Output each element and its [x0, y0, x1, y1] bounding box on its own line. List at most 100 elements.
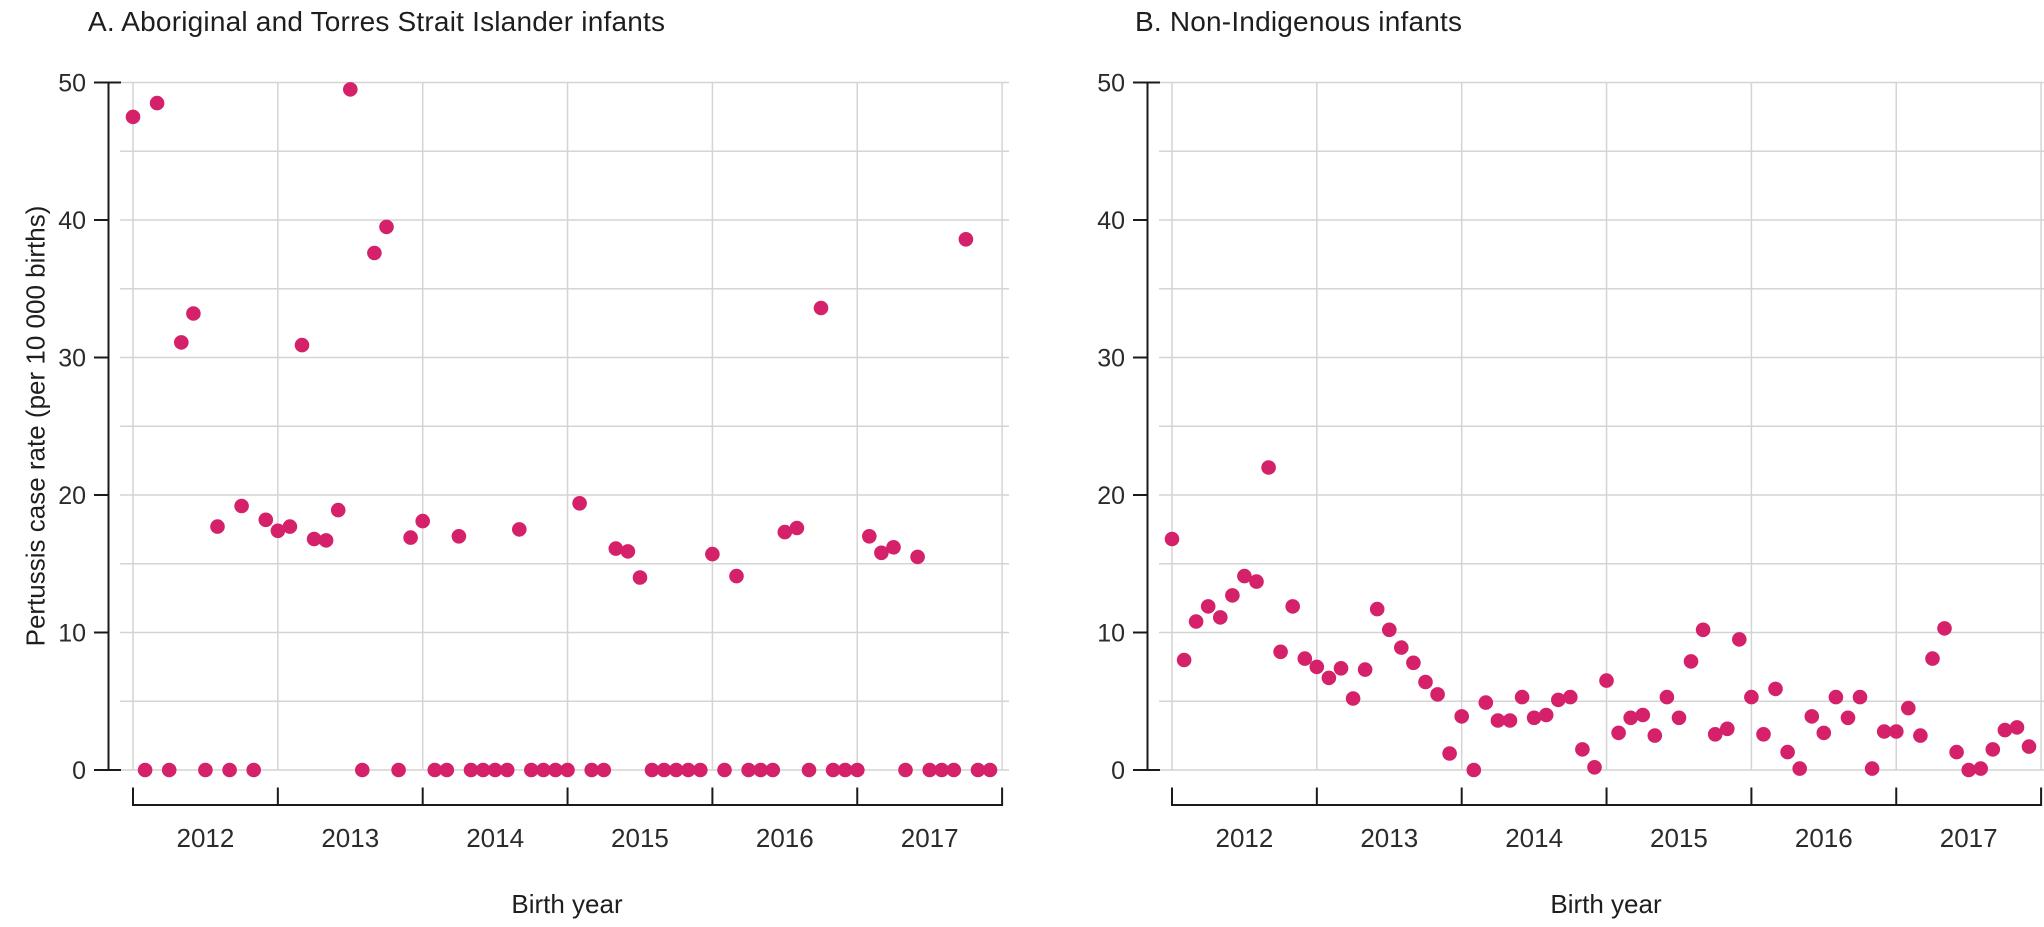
data-point — [898, 762, 913, 778]
data-point — [1333, 661, 1349, 676]
data-point — [1213, 610, 1228, 625]
data-point — [608, 541, 624, 556]
x-tick-label-2015: 2015 — [611, 823, 669, 853]
data-point — [355, 762, 370, 778]
data-point — [1611, 725, 1626, 741]
data-point — [1225, 588, 1240, 603]
data-point — [1490, 713, 1506, 728]
data-point — [1816, 725, 1832, 741]
data-point — [1756, 727, 1771, 742]
gridlines — [1159, 81, 2044, 771]
x-tick-label-2013: 2013 — [321, 823, 379, 853]
data-point — [174, 335, 189, 350]
data-point — [837, 762, 853, 778]
panel-b: 0 10 20 30 40 50 2012 2013 2014 2015 2016 2017 — [1097, 70, 2044, 853]
data-point — [524, 762, 539, 778]
data-point — [741, 762, 756, 778]
data-point — [1285, 599, 1300, 614]
y-tick-label: 10 — [1097, 620, 1125, 648]
data-point — [487, 762, 503, 778]
y-tick-label: 0 — [72, 757, 86, 785]
data-point — [198, 762, 213, 778]
data-point — [632, 570, 648, 585]
data-point — [234, 498, 249, 514]
data-point — [1889, 724, 1904, 739]
data-point — [451, 529, 467, 544]
data-point — [1369, 601, 1385, 617]
data-point — [813, 300, 829, 316]
data-point — [620, 544, 636, 559]
data-point — [1599, 673, 1614, 688]
y-axis — [1133, 81, 1160, 771]
data-point — [330, 502, 346, 518]
data-point — [934, 762, 949, 778]
y-tick-label: 30 — [58, 345, 86, 373]
x-tick-label-2016: 2016 — [756, 823, 814, 853]
data-point — [294, 337, 310, 353]
data-point — [874, 545, 889, 561]
data-point — [1913, 728, 1928, 743]
data-point — [1997, 722, 2013, 738]
data-point — [379, 219, 394, 235]
data-point — [161, 762, 177, 778]
panel-a-x-axis-title: Birth year — [511, 889, 623, 919]
data-point — [149, 95, 165, 111]
data-point — [1406, 655, 1421, 671]
x-tick-label-2013: 2013 — [1360, 823, 1418, 853]
data-point — [1985, 742, 2001, 757]
data-point — [1949, 744, 1964, 760]
data-point — [1780, 744, 1795, 760]
data-point — [825, 762, 841, 778]
gridlines — [120, 81, 1010, 771]
data-point — [1707, 727, 1723, 742]
data-point — [1394, 640, 1409, 655]
data-point — [222, 762, 237, 778]
data-point — [572, 496, 587, 511]
data-points — [1164, 460, 2037, 778]
data-point — [1164, 531, 1180, 547]
data-point — [1937, 621, 1952, 636]
data-point — [499, 762, 515, 778]
data-point — [1840, 710, 1856, 726]
y-tick-label: 20 — [1097, 482, 1125, 510]
data-point — [1587, 760, 1602, 775]
data-point — [306, 531, 322, 547]
data-point — [668, 762, 684, 778]
data-point — [270, 523, 286, 539]
data-point — [367, 245, 382, 261]
data-point — [1876, 724, 1892, 739]
y-tick-label: 40 — [58, 207, 86, 235]
data-point — [644, 762, 660, 778]
data-point — [946, 762, 962, 778]
data-point — [343, 82, 358, 97]
data-point — [801, 762, 817, 778]
data-point — [1828, 689, 1844, 705]
data-point — [1792, 761, 1807, 776]
data-points — [125, 82, 998, 778]
y-tick-label: 30 — [1097, 345, 1125, 373]
data-point — [1309, 659, 1325, 675]
data-point — [210, 519, 225, 534]
data-point — [1430, 687, 1445, 702]
data-point — [1249, 574, 1264, 589]
data-point — [2009, 720, 2025, 735]
data-point — [1563, 689, 1578, 705]
data-point — [753, 762, 768, 778]
data-point — [1382, 622, 1397, 638]
data-point — [318, 533, 334, 548]
data-point — [1864, 761, 1880, 776]
data-point — [548, 762, 563, 778]
data-point — [246, 762, 261, 778]
data-point — [1901, 700, 1916, 716]
data-point — [1345, 691, 1361, 706]
data-point — [1659, 689, 1675, 705]
data-point — [1514, 689, 1530, 705]
panel-b-title: B. Non-Indigenous infants — [1135, 6, 1463, 37]
panel-a: 0 10 20 30 40 50 2012 2013 2014 2015 2016 2017 — [58, 70, 1010, 853]
data-point — [560, 762, 575, 778]
data-point — [1683, 654, 1699, 669]
data-point — [584, 762, 599, 778]
data-point — [886, 540, 901, 555]
data-point — [1804, 709, 1820, 724]
data-point — [1973, 761, 1988, 776]
